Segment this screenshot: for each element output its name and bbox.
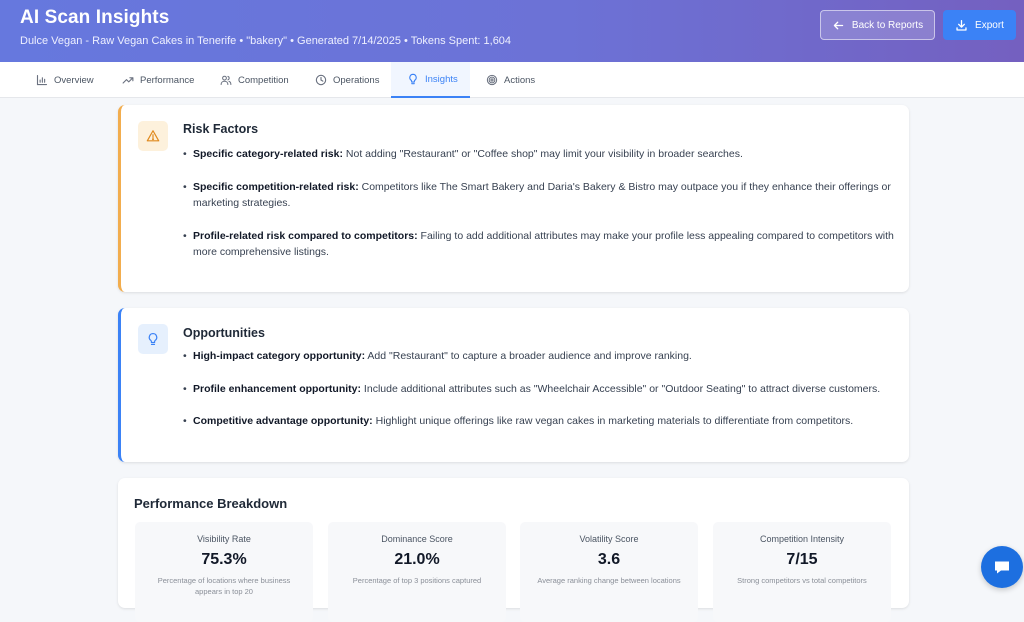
risk-factors-title: Risk Factors bbox=[183, 122, 259, 136]
performance-breakdown-card: Performance Breakdown Visibility Rate 75… bbox=[118, 478, 909, 622]
metric-label: Volatility Score bbox=[579, 534, 639, 544]
tab-actions[interactable]: Actions bbox=[472, 62, 546, 98]
tab-operations-label: Operations bbox=[333, 74, 380, 86]
clock-icon bbox=[315, 74, 327, 86]
tab-actions-label: Actions bbox=[504, 74, 536, 86]
metric-value: 75.3% bbox=[201, 551, 247, 568]
tab-overview[interactable]: Overview bbox=[22, 62, 100, 98]
download-icon bbox=[956, 19, 967, 31]
risk-item-text: Competitors like The Smart Bakery and Da… bbox=[193, 181, 891, 209]
tab-competition-label: Competition bbox=[238, 74, 289, 86]
metric-description: Percentage of locations where business a… bbox=[157, 576, 291, 596]
page-subtitle: Dulce Vegan - Raw Vegan Cakes in Tenerif… bbox=[20, 35, 512, 47]
chat-button[interactable] bbox=[981, 546, 1023, 588]
metric-visibility-rate: Visibility Rate 75.3% Percentage of loca… bbox=[135, 522, 313, 622]
tab-overview-label: Overview bbox=[54, 74, 94, 86]
metric-description: Average ranking change between locations bbox=[537, 576, 681, 585]
metric-label: Competition Intensity bbox=[759, 534, 845, 544]
bar-chart-icon bbox=[36, 74, 48, 86]
back-to-reports-button[interactable]: Back to Reports bbox=[820, 10, 935, 40]
metric-description: Percentage of top 3 positions captured bbox=[352, 576, 482, 585]
risk-item-heading: Specific competition-related risk: bbox=[193, 181, 359, 193]
metric-competition-intensity: Competition Intensity 7/15 Strong compet… bbox=[713, 522, 891, 622]
tab-insights-label: Insights bbox=[425, 73, 458, 85]
risk-factors-card: Risk Factors • Specific category-related… bbox=[118, 105, 909, 292]
opportunity-item: • Competitive advantage opportunity: Hig… bbox=[183, 415, 854, 427]
metric-value: 3.6 bbox=[597, 551, 621, 568]
opportunities-card: Opportunities • High-impact category opp… bbox=[118, 308, 909, 462]
metric-value: 21.0% bbox=[394, 551, 440, 568]
risk-item-heading: Specific category-related risk: bbox=[193, 148, 343, 160]
risk-item-text: Failing to add additional attributes may… bbox=[193, 230, 894, 258]
page-title: AI Scan Insights bbox=[20, 7, 170, 28]
opportunity-item-heading: High-impact category opportunity: bbox=[193, 350, 366, 362]
metric-dominance-score: Dominance Score 21.0% Percentage of top … bbox=[328, 522, 506, 622]
opportunity-item: • Profile enhancement opportunity: Inclu… bbox=[183, 383, 881, 395]
opportunity-item-heading: Profile enhancement opportunity: bbox=[193, 383, 362, 395]
risk-item-heading: Profile-related risk compared to competi… bbox=[193, 230, 418, 242]
warning-icon bbox=[146, 130, 160, 142]
tab-insights[interactable]: Insights bbox=[391, 62, 470, 98]
metric-label: Dominance Score bbox=[381, 534, 453, 544]
metric-description: Strong competitors vs total competitors bbox=[737, 576, 867, 585]
opportunities-icon-box bbox=[138, 324, 168, 354]
metric-volatility-score: Volatility Score 3.6 Average ranking cha… bbox=[520, 522, 698, 622]
tab-bar: Overview Performance Competition Operati… bbox=[0, 62, 1024, 98]
tab-performance-label: Performance bbox=[140, 74, 195, 86]
risk-item: • Specific competition-related risk: Com… bbox=[183, 181, 891, 209]
tab-competition[interactable]: Competition bbox=[206, 62, 298, 98]
arrow-left-icon bbox=[833, 21, 844, 29]
export-label: Export bbox=[975, 19, 1004, 31]
opportunity-item: • High-impact category opportunity: Add … bbox=[183, 350, 692, 362]
opportunity-item-text: Add "Restaurant" to capture a broader au… bbox=[365, 350, 692, 362]
tab-operations[interactable]: Operations bbox=[301, 62, 389, 98]
lightbulb-icon bbox=[148, 332, 158, 346]
risk-item: • Specific category-related risk: Not ad… bbox=[183, 148, 743, 160]
opportunity-item-text: Highlight unique offerings like raw vega… bbox=[372, 415, 854, 427]
risk-item-text: Not adding "Restaurant" or "Coffee shop"… bbox=[342, 148, 743, 160]
opportunity-item-heading: Competitive advantage opportunity: bbox=[193, 415, 373, 427]
risk-item: • Profile-related risk compared to compe… bbox=[183, 230, 894, 258]
back-to-reports-label: Back to Reports bbox=[851, 19, 924, 31]
page-header: AI Scan Insights Dulce Vegan - Raw Vegan… bbox=[0, 0, 1024, 62]
tab-performance[interactable]: Performance bbox=[108, 62, 202, 98]
opportunities-title: Opportunities bbox=[183, 326, 265, 340]
lightbulb-icon bbox=[409, 73, 417, 85]
performance-breakdown-title: Performance Breakdown bbox=[134, 496, 288, 511]
metric-value: 7/15 bbox=[786, 551, 818, 568]
target-icon bbox=[486, 74, 498, 86]
export-button[interactable]: Export bbox=[943, 10, 1016, 40]
metric-label: Visibility Rate bbox=[197, 534, 251, 544]
opportunity-item-text: Include additional attributes such as "W… bbox=[361, 383, 881, 395]
users-icon bbox=[220, 75, 232, 86]
chat-bubble-icon bbox=[995, 561, 1009, 574]
trending-up-icon bbox=[122, 77, 134, 84]
risk-icon-box bbox=[138, 121, 168, 151]
